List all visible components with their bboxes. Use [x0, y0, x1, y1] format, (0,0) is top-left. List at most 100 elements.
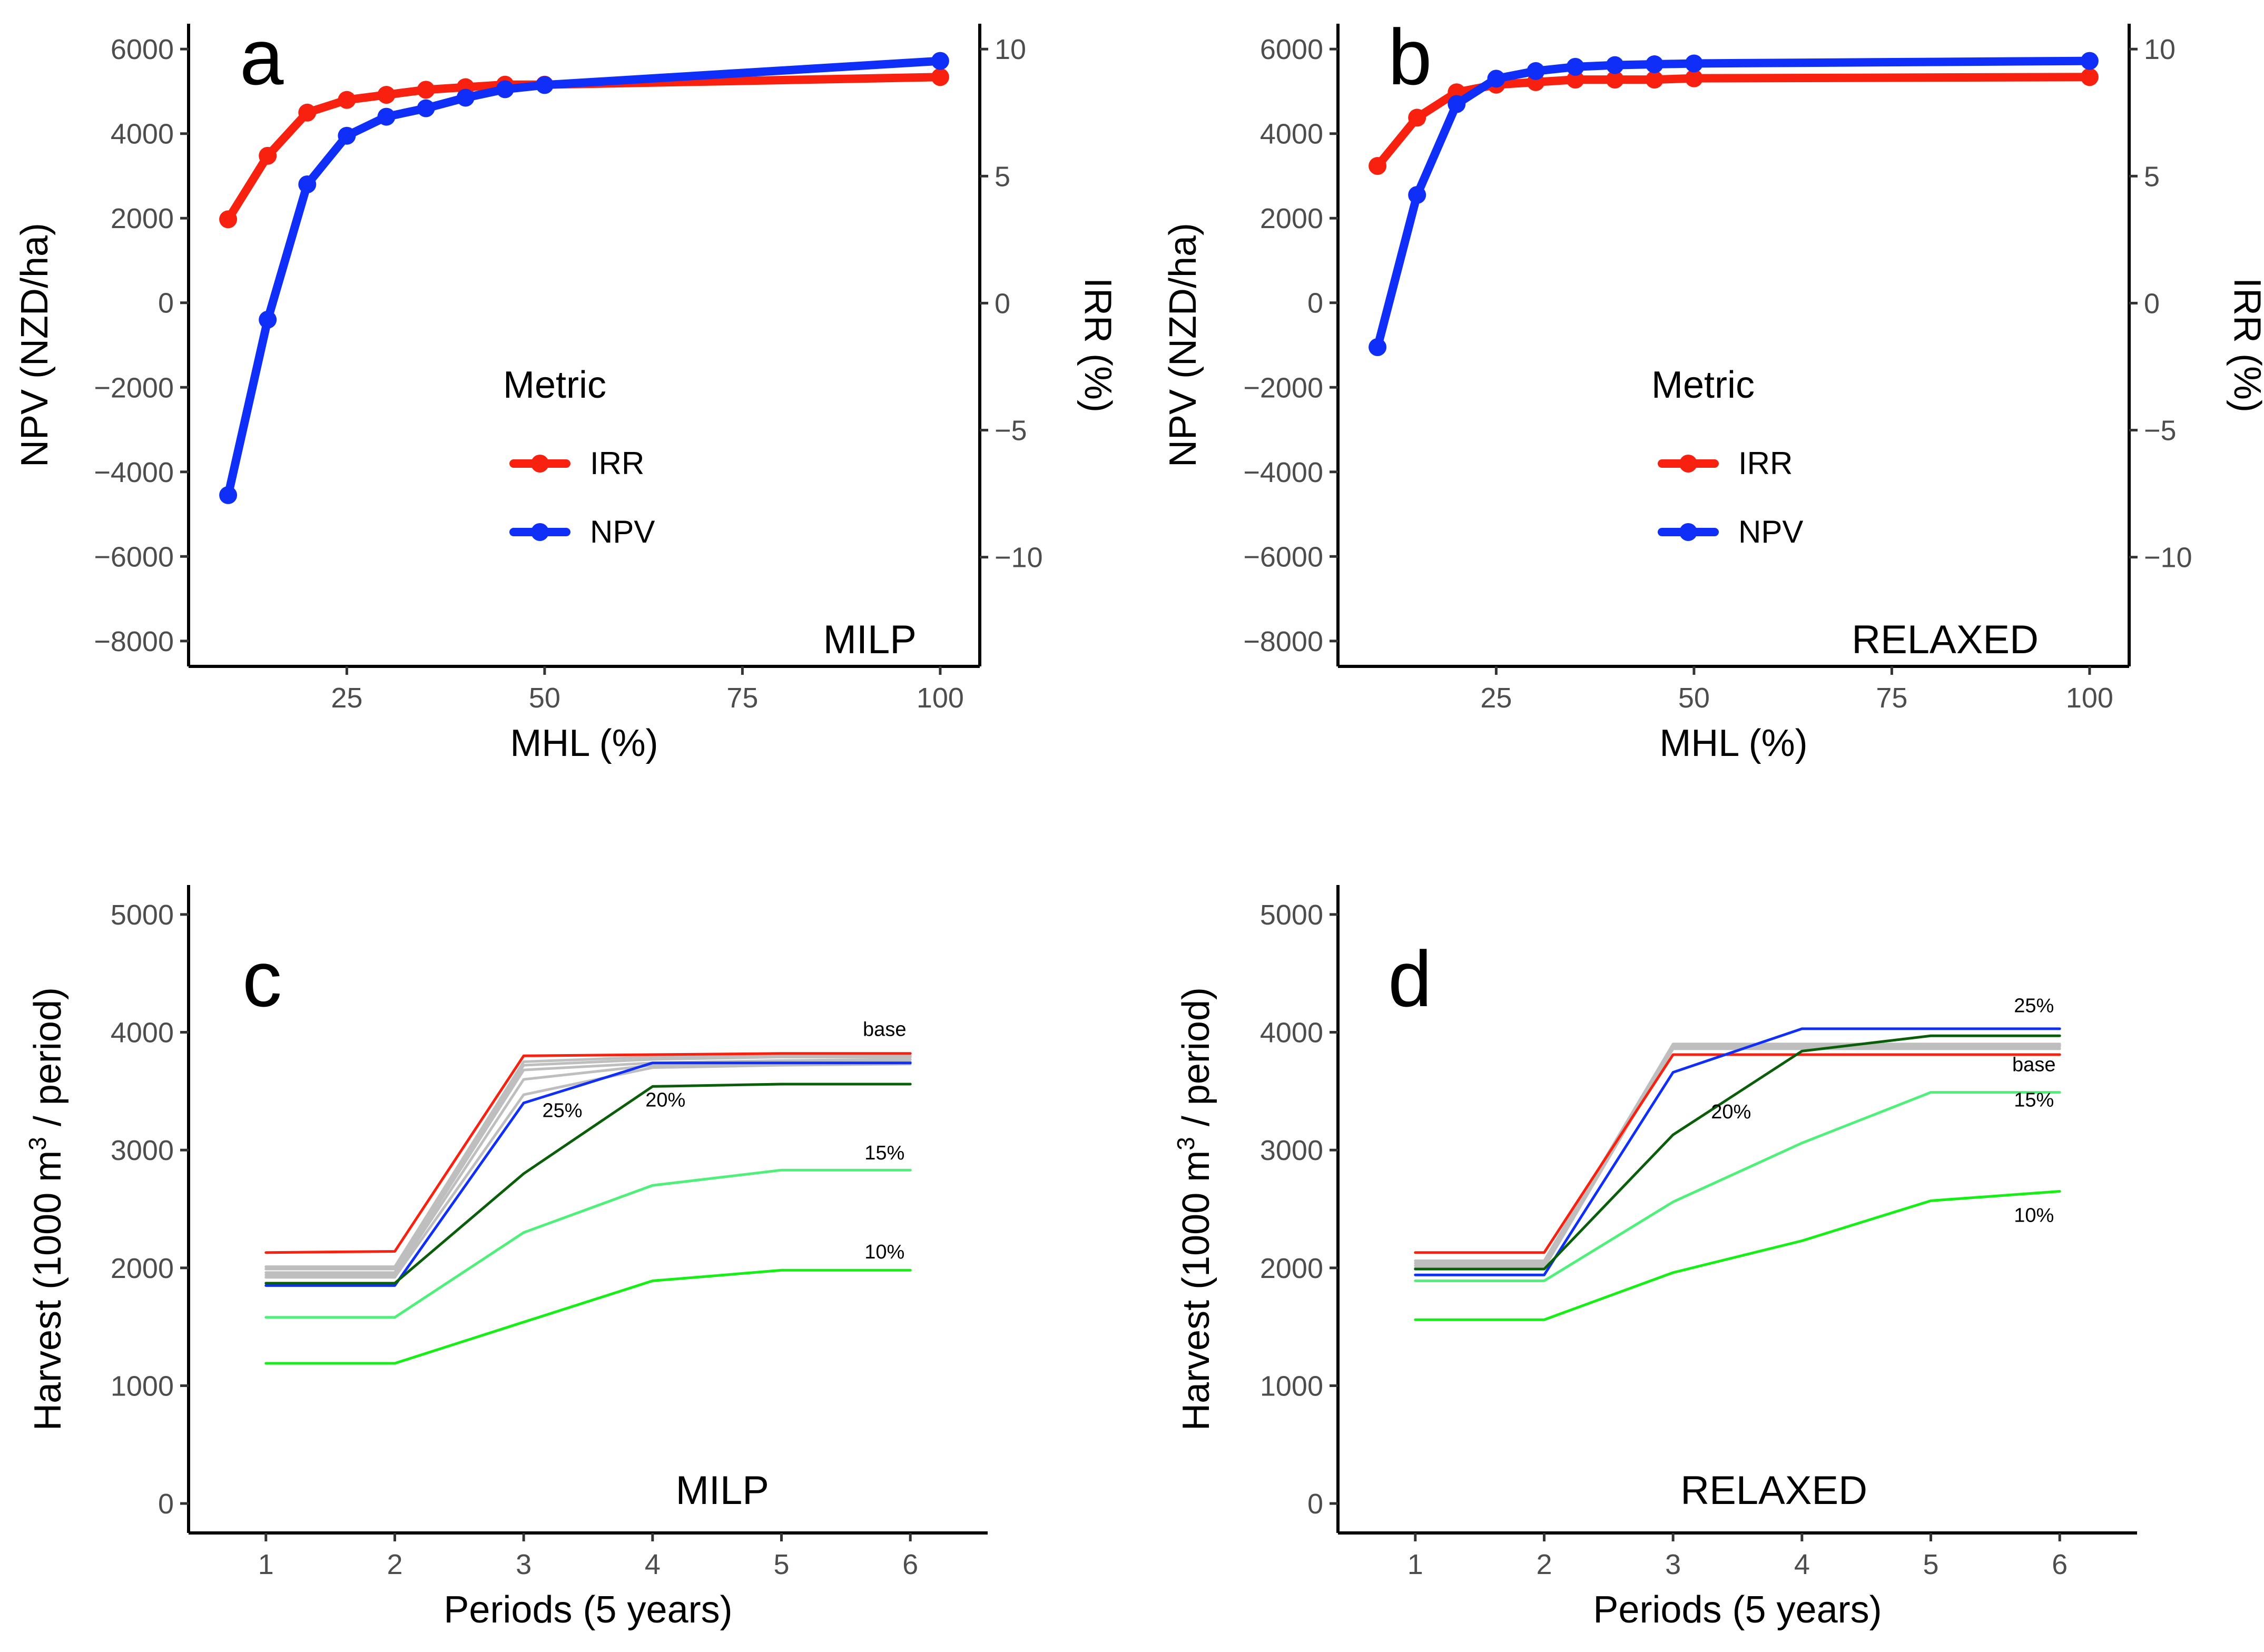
legend: Metric IRR NPV [503, 364, 655, 549]
line-label: 10% [864, 1241, 904, 1263]
point-irr [931, 68, 949, 86]
x-tick-label: 25 [1480, 682, 1512, 714]
y-tick-label: 0 [158, 288, 174, 319]
point-npv [1448, 95, 1466, 113]
y-tick-label: 2000 [111, 203, 174, 234]
panel-letter: c [242, 935, 282, 1023]
point-irr [1685, 69, 1703, 87]
series-line-10pct [264, 1268, 912, 1365]
point-npv [1408, 186, 1426, 204]
point-irr [1606, 71, 1624, 89]
y-axis-title: Harvest (1000 m3 / period) [1172, 987, 1217, 1431]
y-tick-label: 2000 [111, 1253, 174, 1284]
y-tick-label: 3000 [1260, 1135, 1323, 1166]
panel-letter: d [1388, 935, 1432, 1023]
y-axis-title: Harvest (1000 m3 / period) [24, 987, 69, 1431]
point-irr [298, 103, 317, 122]
point-npv [535, 76, 554, 94]
point-npv [2080, 52, 2099, 70]
point-npv [456, 88, 475, 107]
series-line-npv [224, 56, 944, 499]
x-tick-label: 3 [1665, 1549, 1681, 1580]
legend-label: NPV [1738, 514, 1803, 549]
line-label: 15% [864, 1142, 904, 1164]
point-npv [1606, 56, 1624, 74]
point-npv [219, 486, 238, 504]
panel-tag: MILP [823, 617, 917, 662]
line-label: 25% [2014, 995, 2054, 1017]
series-line-25pct [264, 1061, 912, 1287]
x-tick-label: 6 [2052, 1549, 2068, 1580]
point-npv [931, 52, 949, 70]
y-tick-label: 4000 [1260, 119, 1323, 150]
point-npv [259, 310, 277, 329]
point-irr [2080, 68, 2099, 86]
x-axis-title: Periods (5 years) [444, 1589, 732, 1631]
y2-axis-title: IRR (%) [2226, 278, 2264, 412]
y-axis-title-part: / period) [27, 987, 69, 1137]
y2-tick-label: 10 [995, 34, 1026, 65]
point-irr [219, 210, 238, 229]
x-tick-label: 6 [902, 1549, 918, 1580]
series-line-grey-3 [264, 1058, 912, 1274]
y-tick-label: −8000 [94, 626, 174, 657]
x-tick-label: 2 [387, 1549, 402, 1580]
x-tick-label: 100 [2066, 682, 2113, 714]
x-tick-label: 3 [516, 1549, 531, 1580]
y-tick-label: 4000 [111, 119, 174, 150]
y2-tick-label: −10 [2144, 542, 2192, 574]
y-tick-label: 6000 [1260, 34, 1323, 65]
legend-label: NPV [590, 514, 655, 549]
y-tick-label: 5000 [1260, 899, 1323, 931]
line-label: 20% [645, 1089, 685, 1111]
point-npv [377, 107, 396, 126]
series-line-15pct [264, 1168, 912, 1319]
y-tick-label: −6000 [94, 541, 174, 573]
series-line-25pct [1414, 1027, 2061, 1276]
point-irr [377, 86, 396, 104]
point-irr [1369, 157, 1387, 175]
series-line-npv [1373, 56, 2094, 352]
y2-tick-label: 5 [2144, 161, 2160, 192]
y-tick-label: −2000 [1243, 372, 1323, 404]
y-tick-label: −4000 [1243, 457, 1323, 488]
series-line-10pct [1414, 1189, 2061, 1321]
x-tick-label: 100 [917, 682, 964, 714]
y2-tick-label: 10 [2144, 34, 2176, 65]
legend-key-point [1679, 455, 1697, 473]
panel-d: 1 2 3 4 5 6 0 1000 2000 3000 4000 5000 Periods (5 ye… [1172, 885, 2137, 1631]
point-npv [298, 175, 317, 193]
panel-letter: a [240, 13, 284, 101]
legend-title: Metric [1651, 364, 1755, 406]
x-tick-label: 50 [1678, 682, 1710, 714]
line-label: 20% [1711, 1101, 1751, 1123]
point-npv [1369, 338, 1387, 357]
legend: Metric IRR NPV [1651, 364, 1803, 549]
y2-tick-label: 5 [995, 161, 1010, 192]
point-npv [417, 99, 435, 117]
y-axis-title: NPV (NZD/ha) [1162, 223, 1204, 467]
panel-letter: b [1388, 13, 1432, 101]
line-label: base [863, 1018, 906, 1040]
point-irr [1566, 71, 1584, 89]
point-npv [338, 126, 356, 145]
y-tick-label: −2000 [94, 372, 174, 404]
panel-tag: MILP [676, 1468, 769, 1513]
series-line-base [264, 1052, 912, 1254]
y-axis-title-part: / period) [1175, 987, 1217, 1137]
series-line-20pct [1414, 1034, 2061, 1271]
series-line-irr [1373, 73, 2094, 171]
x-tick-label: 25 [331, 682, 362, 714]
series-line-grey-5 [264, 1063, 912, 1279]
line-label: 25% [543, 1100, 583, 1122]
y2-tick-label: −5 [2144, 415, 2177, 447]
y-axis-title-superscript: 3 [24, 1137, 51, 1150]
point-npv [1566, 57, 1584, 76]
point-npv [1685, 54, 1703, 73]
y-tick-label: 2000 [1260, 1253, 1323, 1284]
y-tick-label: 1000 [111, 1370, 174, 1402]
y-tick-label: 6000 [111, 34, 174, 65]
y-tick-label: 0 [1307, 288, 1323, 319]
x-tick-label: 50 [529, 682, 560, 714]
panel-tag: RELAXED [1852, 617, 2039, 662]
